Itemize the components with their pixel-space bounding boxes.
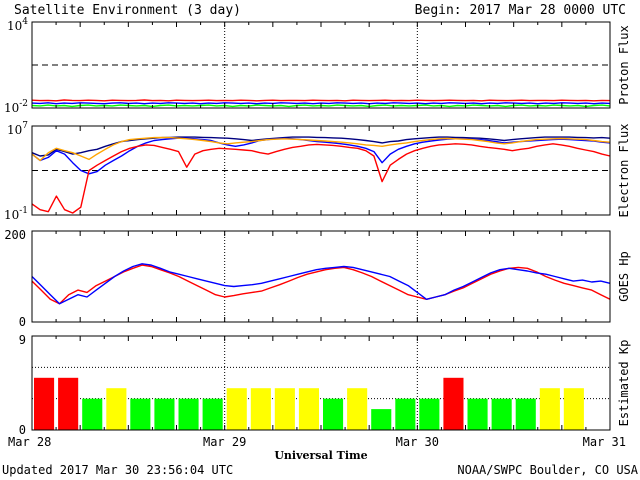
series-line-goes_hp-1 (31, 263, 611, 305)
kp-bar (395, 398, 416, 430)
series-line-electron-2 (31, 136, 611, 162)
kp-bar (491, 398, 512, 430)
y-tick-label-bottom: 10-1 (4, 206, 28, 222)
y-axis-label-proton: Proton Flux (617, 25, 631, 104)
kp-bar (202, 398, 223, 430)
kp-bar (82, 398, 103, 430)
kp-bar (443, 377, 464, 430)
kp-bar (106, 388, 127, 430)
kp-bar (58, 377, 79, 430)
x-tick-label: Mar 31 (583, 435, 626, 449)
panel-electron: 107 10-1 Electron Flux (4, 121, 631, 222)
panel-proton: 104 10-2 Proton Flux (4, 17, 631, 115)
y-tick-label-bottom: 0 (19, 423, 26, 437)
kp-bar (298, 388, 319, 430)
kp-bar (250, 388, 271, 430)
series-line-electron-3 (31, 143, 611, 214)
kp-bar (539, 388, 560, 430)
kp-bar (563, 388, 584, 430)
y-tick-label-top: 104 (7, 17, 28, 33)
panel-kp: 9 0 Estimated Kp (19, 333, 631, 437)
x-tick-label: Mar 30 (396, 435, 439, 449)
y-tick-label-top: 107 (7, 121, 28, 137)
kp-bar (130, 398, 151, 430)
y-axis-label-goes_hp: GOES Hp (617, 251, 631, 302)
kp-bar (515, 398, 536, 430)
x-tick-label: Mar 28 (8, 435, 51, 449)
y-axis-label-kp: Estimated Kp (617, 340, 631, 427)
kp-bar (34, 377, 55, 430)
begin-time: Begin: 2017 Mar 28 0000 UTC (415, 3, 626, 18)
y-tick-label-bottom: 10-2 (4, 99, 28, 115)
x-axis-labels: Mar 28 Mar 29 Mar 30 Mar 31 (8, 435, 626, 449)
y-tick-label-bottom: 0 (19, 315, 26, 329)
kp-bar (274, 388, 295, 430)
y-tick-label-top: 9 (19, 333, 26, 347)
credit-text: NOAA/SWPC Boulder, CO USA (457, 463, 638, 477)
series-line-proton-0 (31, 99, 611, 102)
panels-group: 104 10-2 Proton Flux 107 10-1 Electron Flux 20… (4, 17, 631, 437)
kp-bar (347, 388, 368, 430)
x-axis-title: Universal Time (274, 449, 367, 462)
kp-bar (467, 398, 488, 430)
series-line-goes_hp-0 (31, 264, 611, 305)
kp-bar (371, 409, 392, 430)
updated-time: Updated 2017 Mar 30 23:56:04 UTC (2, 463, 233, 477)
y-tick-label-top: 200 (4, 228, 26, 242)
kp-bar (178, 398, 199, 430)
x-tick-label: Mar 29 (203, 435, 246, 449)
panel-goes_hp: 200 0 GOES Hp (4, 228, 631, 329)
chart-title: Satellite Environment (3 day) (14, 3, 241, 18)
kp-bar (226, 388, 247, 430)
kp-bar (419, 398, 440, 430)
kp-bar (154, 398, 175, 430)
series-line-electron-0 (31, 136, 611, 157)
kp-bar (323, 398, 344, 430)
y-axis-label-electron: Electron Flux (617, 124, 631, 218)
